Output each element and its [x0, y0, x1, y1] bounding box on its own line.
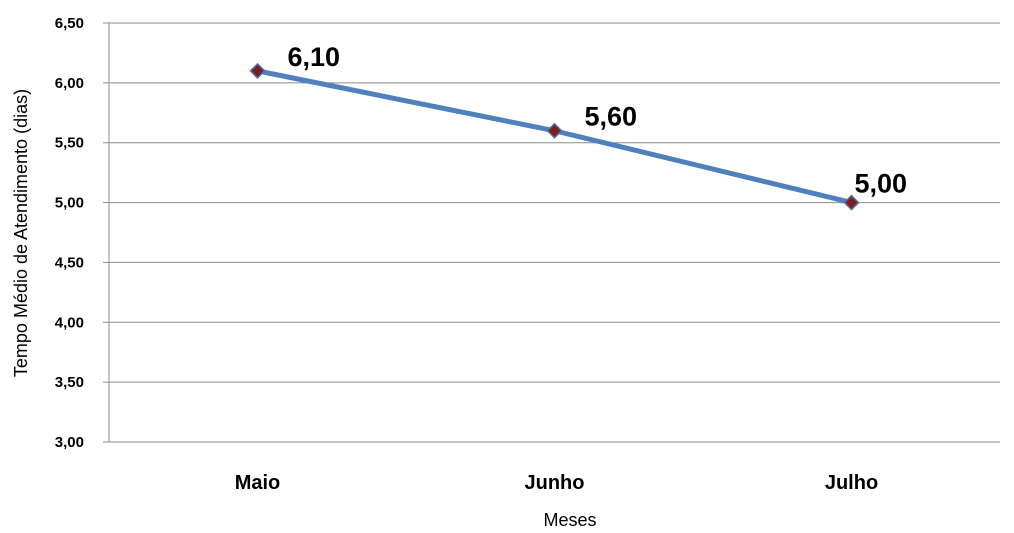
x-tick-label: Junho — [525, 472, 585, 494]
data-label: 5,60 — [585, 102, 638, 132]
y-tick-label: 3,50 — [55, 374, 84, 391]
y-tick-label: 6,50 — [55, 15, 84, 32]
data-point-marker — [546, 122, 563, 139]
data-label: 5,00 — [855, 169, 908, 199]
y-tick-labels: 3,00 3,50 4,00 4,50 5,00 5,50 6,00 6,50 — [55, 15, 84, 451]
y-tick-label: 5,50 — [55, 135, 84, 152]
axes — [103, 22, 1000, 443]
x-tick-labels: Maio Junho Julho — [235, 472, 878, 494]
series — [249, 62, 860, 211]
data-label: 6,10 — [288, 42, 341, 72]
y-tick-label: 3,00 — [55, 434, 84, 451]
data-labels: 6,10 5,60 5,00 — [288, 42, 908, 199]
y-tick-label: 4,50 — [55, 254, 84, 271]
gridlines — [109, 22, 1000, 443]
y-tick-label: 4,00 — [55, 314, 84, 331]
x-tick-label: Maio — [235, 472, 281, 494]
data-point-marker — [843, 194, 860, 211]
y-axis-title: Tempo Médio de Atendimento (dias) — [11, 89, 31, 377]
x-tick-label: Julho — [825, 472, 878, 494]
x-axis-title: Meses — [543, 510, 596, 530]
data-point-marker — [249, 62, 266, 79]
y-tick-label: 6,00 — [55, 75, 84, 92]
y-tick-label: 5,00 — [55, 195, 84, 212]
